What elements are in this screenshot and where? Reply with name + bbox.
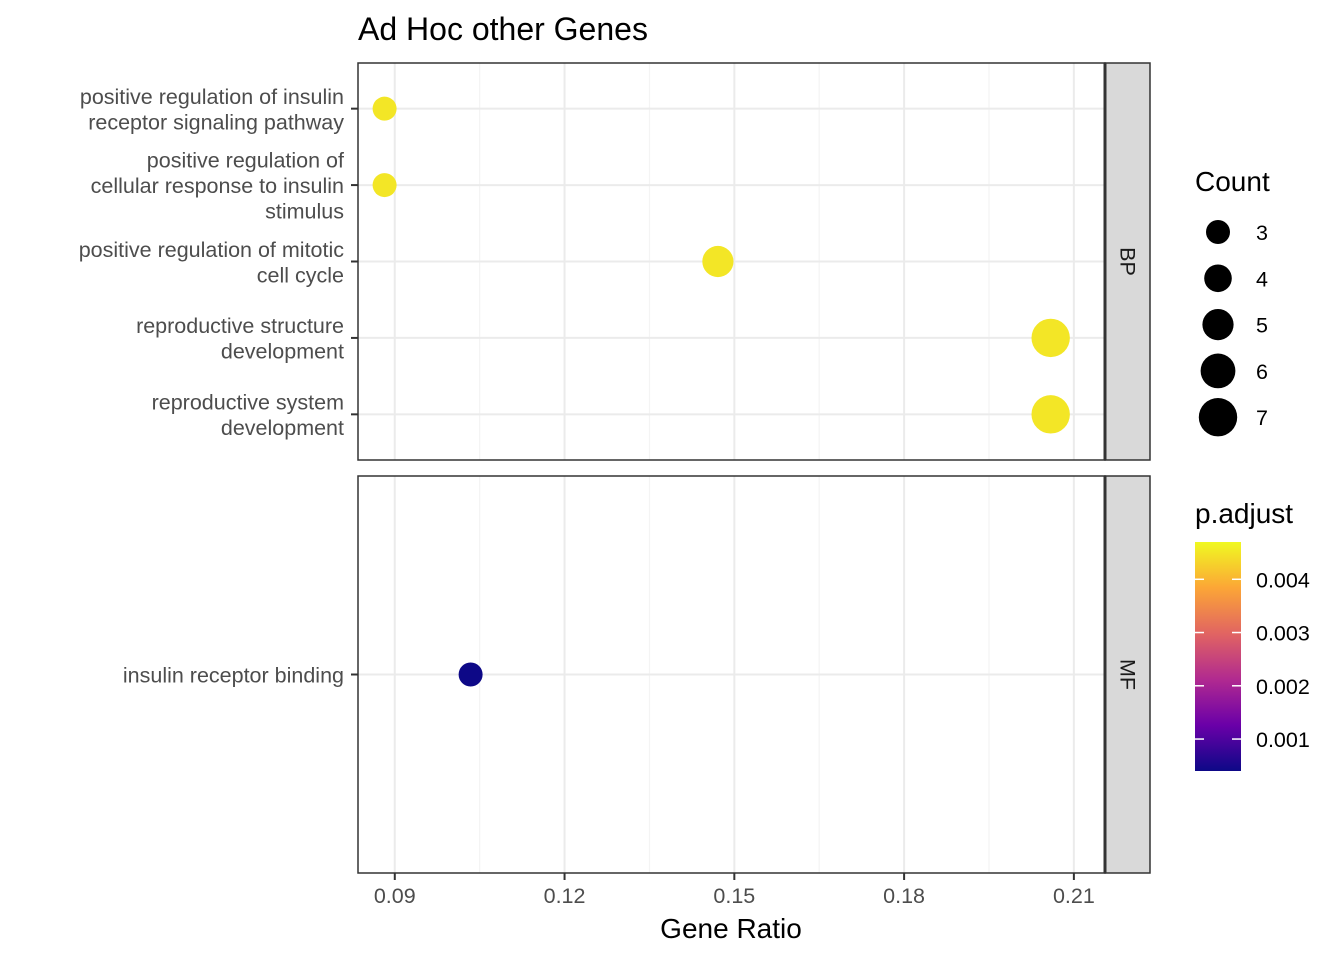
- x-tick-label: 0.21: [1053, 884, 1095, 908]
- data-point: [372, 173, 397, 198]
- count-legend-label: 5: [1256, 314, 1268, 338]
- y-tick-label: insulin receptor binding: [123, 664, 344, 688]
- padjust-legend-title: p.adjust: [1195, 498, 1293, 529]
- count-legend-label: 6: [1256, 360, 1268, 384]
- x-tick-label: 0.12: [544, 884, 586, 908]
- count-legend-key: [1204, 264, 1232, 293]
- data-point: [372, 96, 397, 121]
- y-tick-label: positive regulation of mitotic cell cycle: [79, 238, 345, 288]
- count-legend-label: 3: [1256, 221, 1268, 245]
- data-point: [702, 245, 734, 278]
- data-point: [1031, 318, 1070, 358]
- y-tick-label: positive regulation of insulin receptor s…: [80, 85, 344, 135]
- padjust-colorbar: [1195, 542, 1241, 771]
- x-tick-label: 0.09: [374, 884, 416, 908]
- x-axis-label: Gene Ratio: [660, 913, 802, 944]
- count-legend-label: 4: [1256, 267, 1268, 291]
- count-legend-label: 7: [1256, 406, 1268, 430]
- data-point: [458, 662, 483, 687]
- colorbar-tick-label: 0.001: [1256, 728, 1310, 752]
- colorbar-tick-label: 0.004: [1256, 568, 1310, 592]
- x-tick-label: 0.18: [883, 884, 925, 908]
- facet-strip-label: MF: [1116, 659, 1140, 690]
- count-legend-key: [1206, 220, 1230, 244]
- chart-title: Ad Hoc other Genes: [358, 11, 648, 47]
- data-point: [1031, 395, 1070, 434]
- count-legend-key: [1200, 353, 1236, 389]
- facet-strip-label: BP: [1116, 247, 1140, 276]
- colorbar-tick-label: 0.002: [1256, 675, 1310, 699]
- x-tick-label: 0.15: [713, 884, 755, 908]
- count-legend-title: Count: [1195, 166, 1270, 197]
- count-legend-key: [1198, 398, 1238, 437]
- facet-strip: [1104, 475, 1151, 874]
- count-legend-key: [1202, 309, 1234, 341]
- y-tick-label: reproductive system development: [152, 391, 344, 441]
- y-tick-label: positive regulation of cellular response …: [91, 149, 344, 224]
- facet-strip: [1104, 62, 1151, 461]
- colorbar-tick-label: 0.003: [1256, 622, 1310, 646]
- y-tick-label: reproductive structure development: [136, 314, 344, 364]
